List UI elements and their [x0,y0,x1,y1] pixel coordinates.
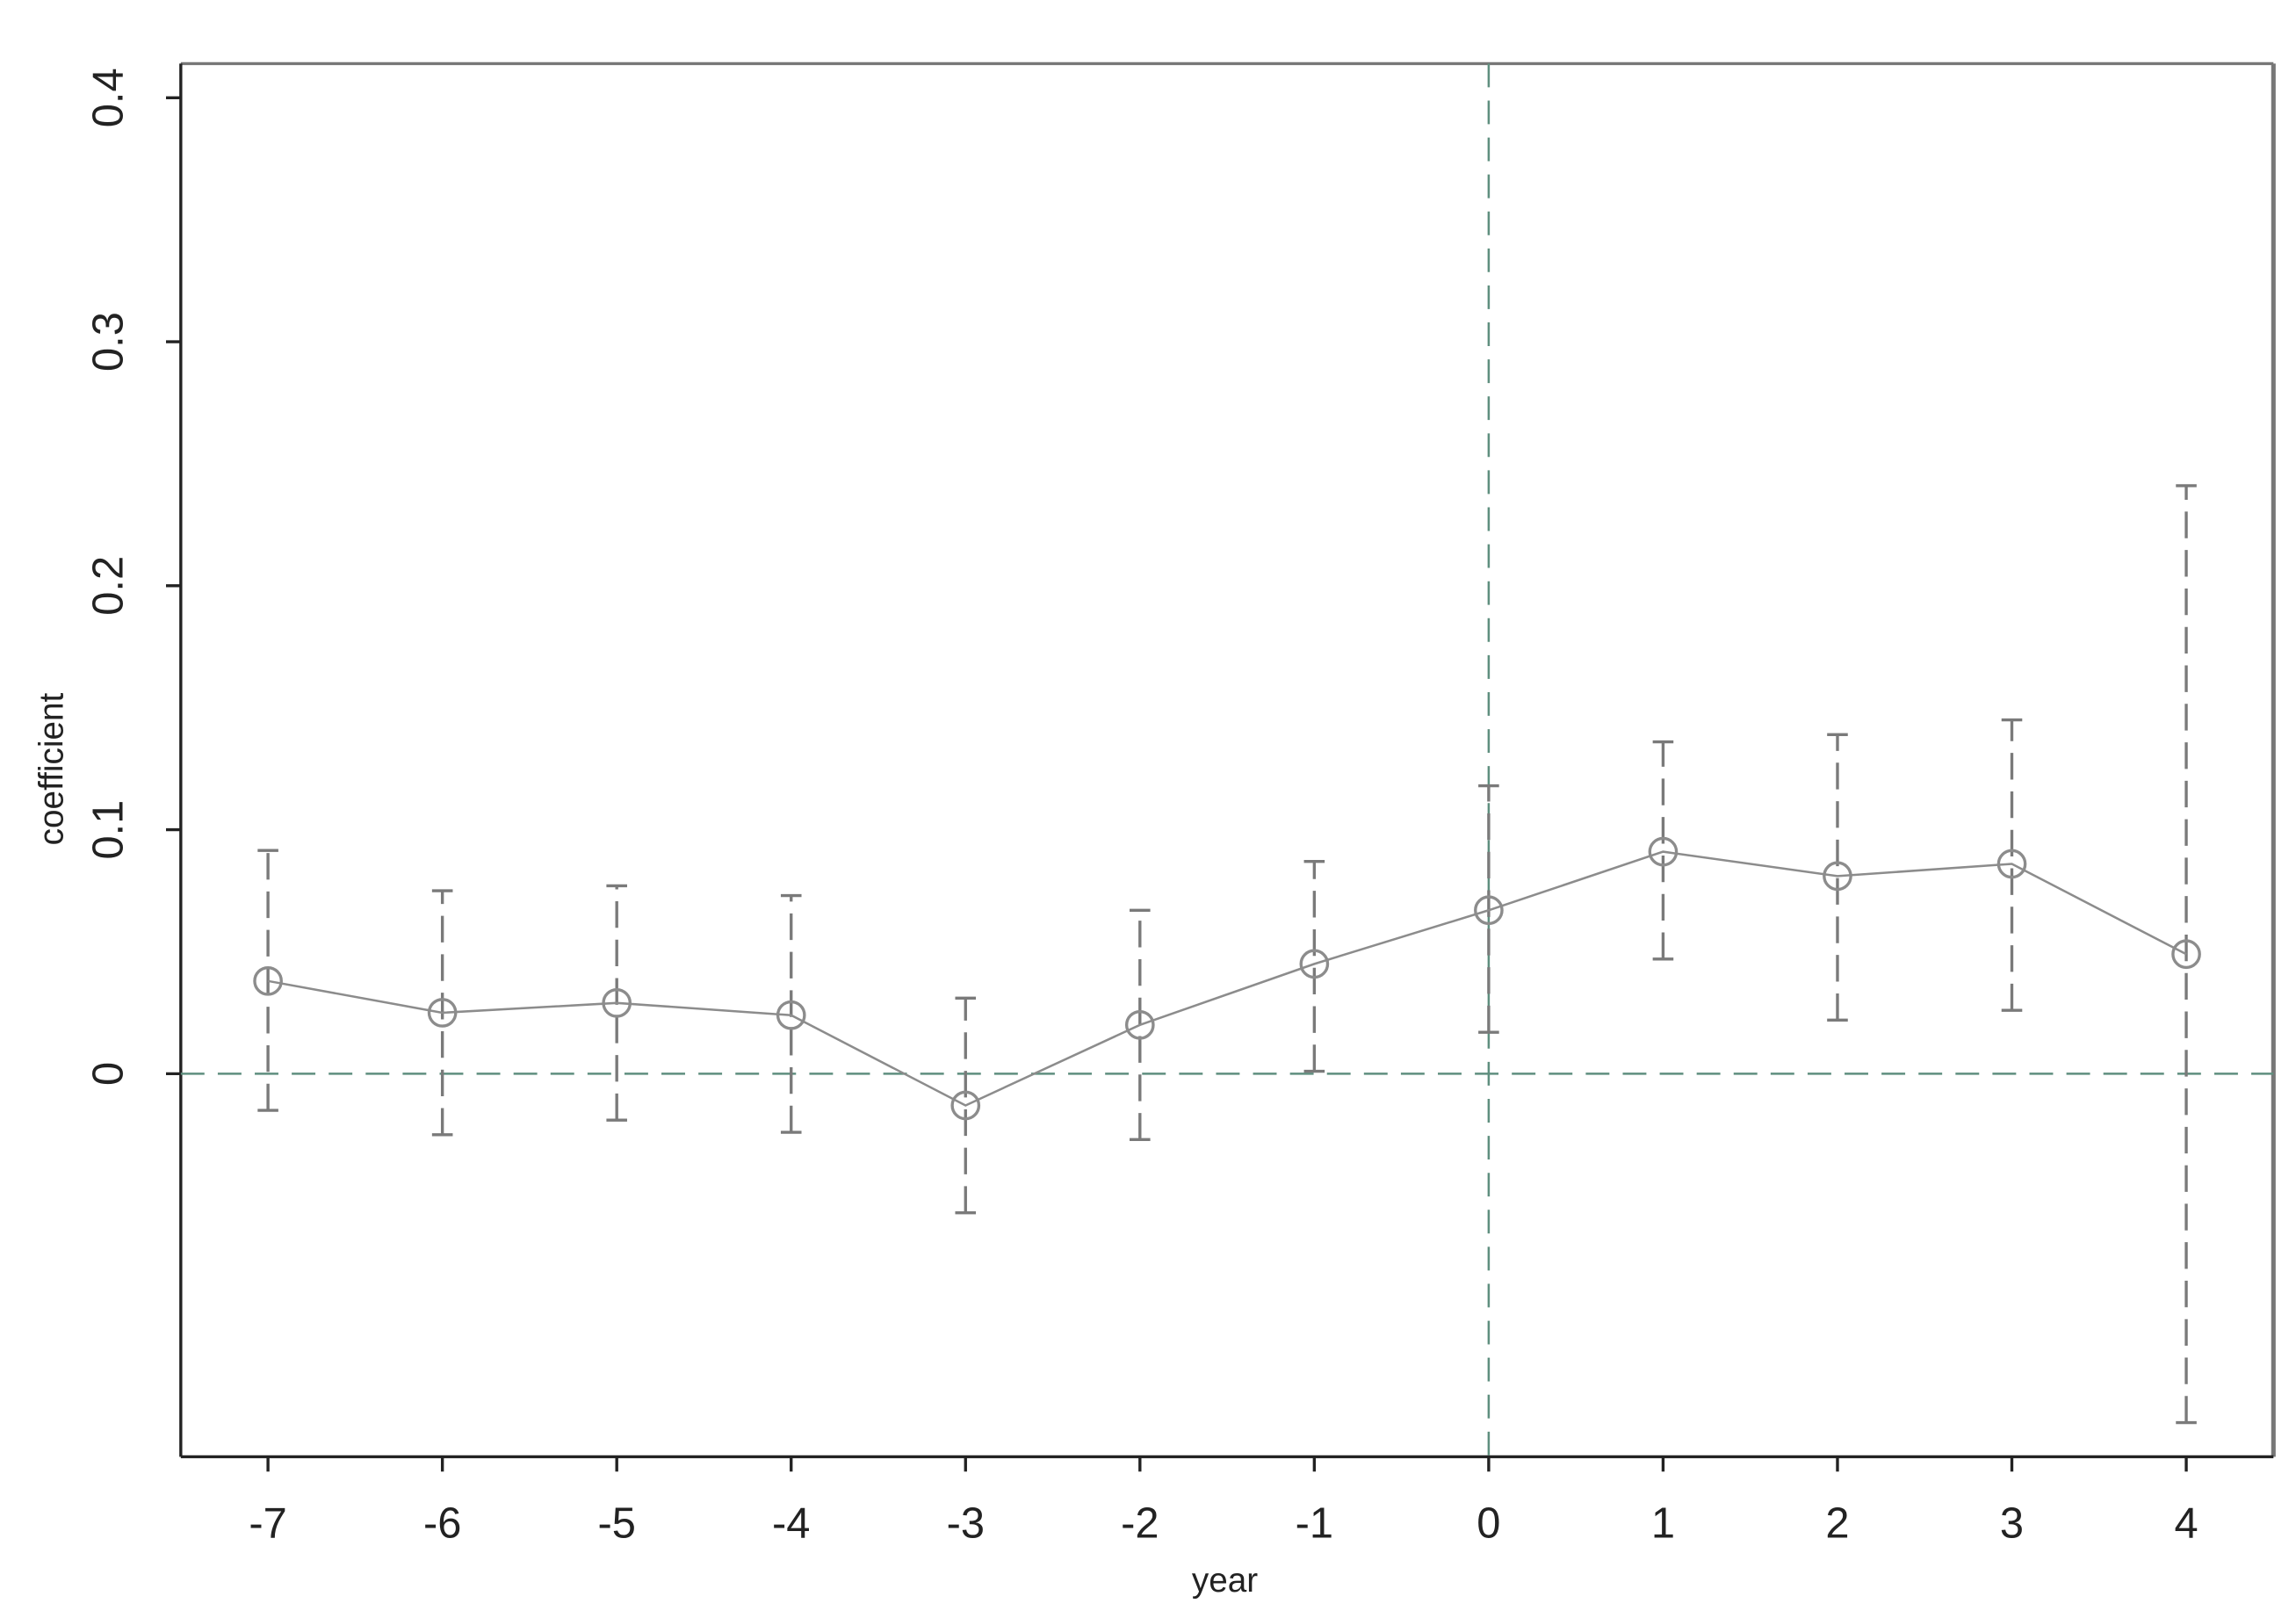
error-bar [1478,784,1499,1034]
y-tick-label: 0.3 [85,312,133,372]
x-tick-label: 2 [1825,1499,1849,1547]
point [1299,949,1330,979]
error-bar [2001,718,2023,1012]
x-tick-label: -6 [423,1499,461,1547]
x-tick-label: -4 [772,1499,810,1547]
y-tick-label: 0.1 [85,800,133,860]
x-tick-label: 3 [2000,1499,2024,1547]
x-tick-label: 4 [2174,1499,2198,1547]
y-tick-label: 0 [85,1062,133,1086]
point [2171,939,2201,970]
y-axis-label: coefficient [32,692,70,845]
point [602,987,632,1018]
error-bar [1303,860,1325,1073]
point [1474,895,1504,926]
point [1823,861,1852,892]
error-bar [1652,740,1674,961]
error-bar [780,893,802,1134]
point [776,1000,806,1030]
point [1124,1009,1155,1040]
error-bar [955,996,977,1215]
point [253,965,283,996]
point [1996,849,2027,879]
x-tick-label: 0 [1477,1499,1500,1547]
point [1648,836,1679,867]
y-tick-label: 0.4 [85,68,133,127]
y-tick-label: 0.2 [85,556,133,616]
point [427,998,458,1028]
x-tick-label: -7 [249,1499,286,1547]
x-tick-label: -2 [1121,1499,1159,1547]
x-axis-label: year [1192,1562,1258,1600]
line [267,850,2187,1107]
point [950,1090,981,1121]
x-tick-label: 1 [1651,1499,1675,1547]
error-bar [1827,733,1848,1022]
x-tick-label: -5 [597,1499,635,1547]
x-tick-label: -1 [1296,1499,1333,1547]
error-bar [257,849,278,1112]
error-bar [1130,908,1151,1142]
x-tick-label: -3 [947,1499,985,1547]
